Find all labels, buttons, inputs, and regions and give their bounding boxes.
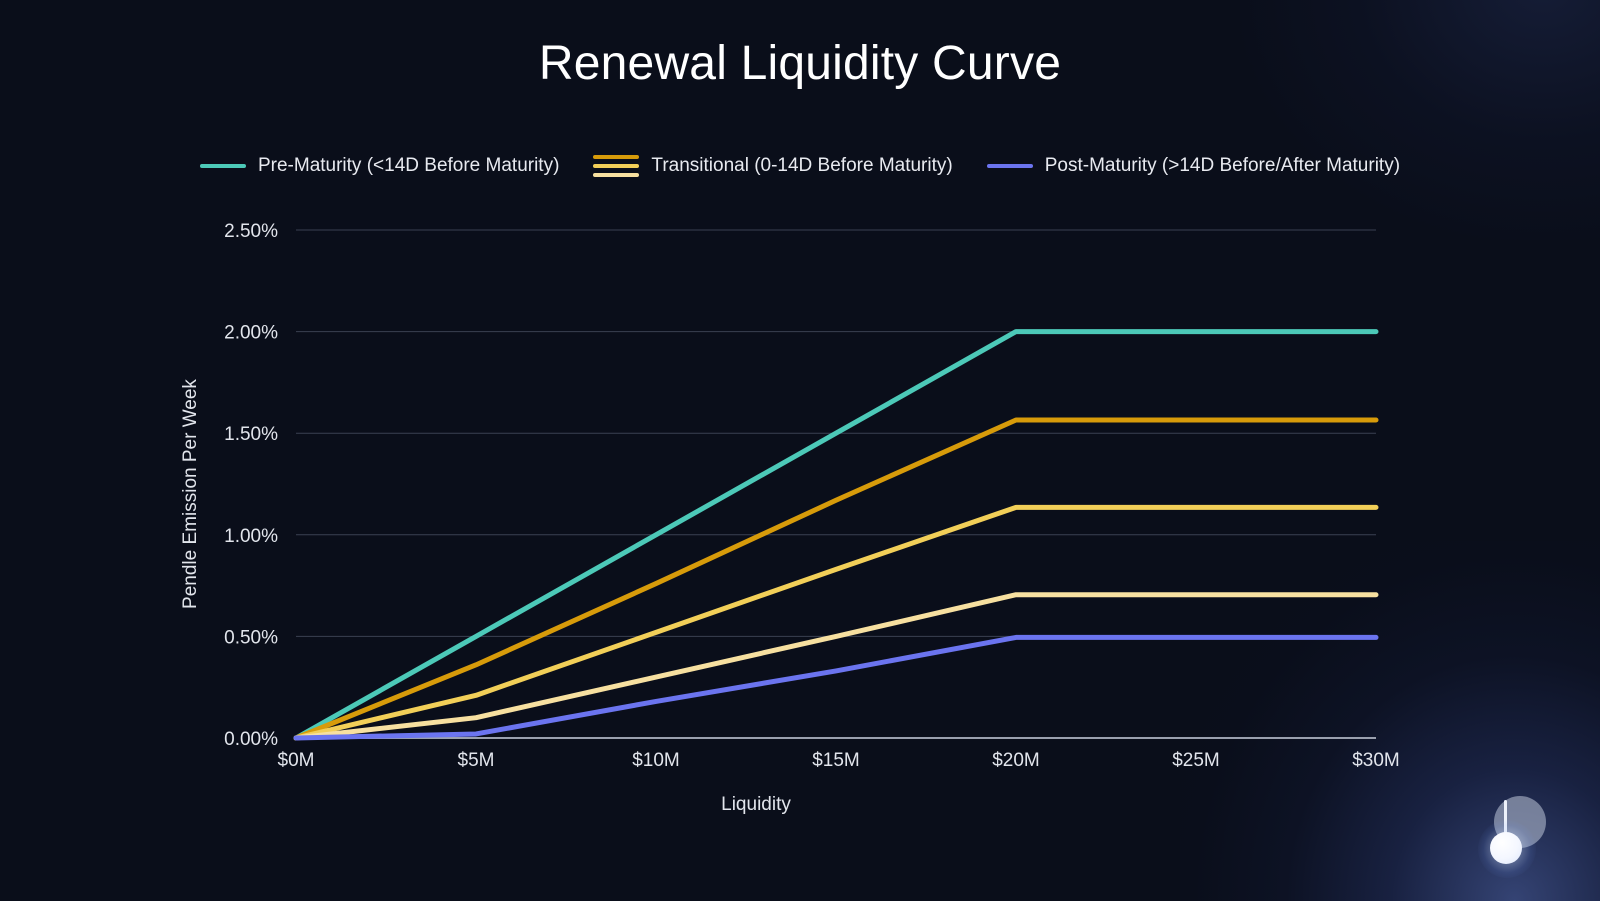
x-axis-tick-label: $25M [1172, 750, 1220, 771]
page-title: Renewal Liquidity Curve [538, 37, 1062, 90]
watermark-stem [1504, 800, 1507, 848]
x-axis-tick-label: $30M [1352, 750, 1400, 771]
legend-item: Transitional (0-14D Before Maturity) [593, 155, 953, 177]
watermark-ball [1490, 832, 1522, 864]
chart-line-series [293, 329, 1379, 741]
legend-item: Pre-Maturity (<14D Before Maturity) [199, 155, 560, 177]
legend-item: Post-Maturity (>14D Before/After Maturit… [986, 155, 1401, 177]
x-axis-tick-label: $10M [632, 750, 680, 771]
watermark-glow [1478, 820, 1536, 878]
chart-line-series [293, 504, 1379, 741]
chart-legend: Pre-Maturity (<14D Before Maturity) Trans… [0, 155, 1600, 177]
line-swatch-icon [199, 164, 246, 168]
y-axis-tick-label: 1.50% [224, 424, 278, 445]
x-axis-tick-label: $20M [992, 750, 1040, 771]
triple-line-swatch-icon [593, 155, 640, 177]
y-axis-tick-label: 0.50% [224, 627, 278, 648]
x-axis-tick-label: $0M [278, 750, 315, 771]
chart-line-series [293, 592, 1379, 741]
y-axis-tick-label: 2.50% [224, 221, 278, 242]
x-axis-tick-label: $5M [458, 750, 495, 771]
legend-item-label: Post-Maturity (>14D Before/After Maturit… [1044, 155, 1401, 176]
background-glow-bottom-right [1180, 541, 1600, 901]
x-axis-tick-label: $15M [812, 750, 860, 771]
watermark-logo [1468, 788, 1564, 884]
y-axis-tick-label: 2.00% [224, 323, 278, 344]
legend-item-label: Transitional (0-14D Before Maturity) [651, 155, 953, 176]
y-axis-tick-label: 0.00% [224, 729, 278, 750]
chart-line-series [293, 417, 1379, 741]
legend-swatch-bar [593, 164, 640, 168]
y-axis-title: Pendle Emission Per Week [180, 379, 201, 609]
legend-item-label: Pre-Maturity (<14D Before Maturity) [257, 155, 560, 176]
legend-swatch-bar [593, 173, 640, 177]
x-axis-title: Liquidity [721, 794, 791, 815]
y-axis-tick-label: 1.00% [224, 526, 278, 547]
chart-line-series [293, 634, 1379, 741]
legend-swatch-bar [593, 155, 640, 159]
line-swatch-icon [986, 164, 1033, 168]
watermark-disc [1494, 796, 1546, 848]
